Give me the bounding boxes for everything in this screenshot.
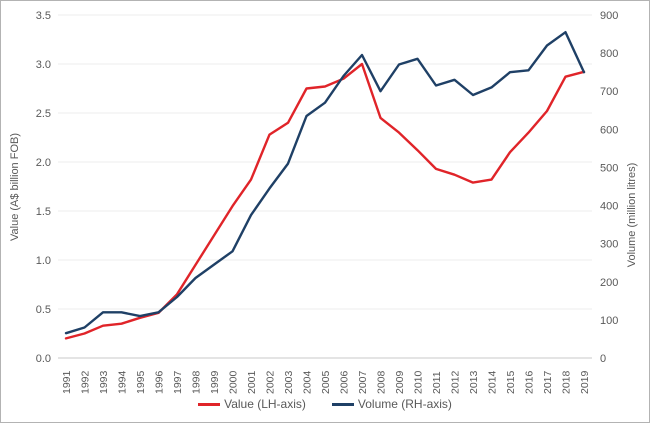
year-label: 2009 [394,370,406,394]
legend-item-value: Value (LH-axis) [198,397,306,411]
legend-label-volume: Volume (RH-axis) [357,397,452,411]
left-tick-label: 3.5 [36,10,51,22]
left-axis-title: Value (A$ billion FOB) [9,133,21,241]
year-label: 1993 [98,370,110,394]
year-label: 1996 [154,370,166,394]
volume-series-swatch [331,402,354,406]
legend-label-value: Value (LH-axis) [224,397,306,411]
year-label: 2006 [339,370,351,394]
chart-legend: Value (LH-axis) Volume (RH-axis) [1,397,649,411]
left-tick-label: 2.0 [36,157,51,169]
right-tick-label: 200 [600,277,618,289]
year-label: 2014 [487,370,499,394]
right-tick-label: 100 [600,315,618,327]
year-label: 1998 [191,370,203,394]
right-axis-tick-labels: 0 100 200 300 400 500 600 700 800 900 [600,10,618,365]
right-tick-label: 900 [600,10,618,22]
right-tick-label: 600 [600,124,618,136]
year-label: 2002 [265,370,277,394]
right-axis-title: Volume (million litres) [626,163,638,268]
left-tick-label: 1.5 [36,206,51,218]
data-series [64,31,586,340]
right-tick-label: 800 [600,48,618,60]
year-label: 2012 [450,370,462,394]
year-label: 2011 [431,371,443,394]
year-label: 2015 [505,370,517,394]
left-tick-label: 2.5 [36,108,51,120]
right-tick-label: 700 [600,86,618,98]
right-tick-label: 0 [600,353,606,365]
year-label: 2007 [357,370,369,394]
left-tick-label: 3.0 [36,59,51,71]
year-label: 2003 [283,370,295,394]
right-tick-label: 300 [600,239,618,251]
year-label: 1994 [117,370,129,394]
gridlines [58,14,592,359]
year-label: 2005 [320,370,332,394]
year-label: 1992 [80,370,92,394]
year-label: 1999 [209,370,221,394]
year-label: 1995 [135,370,147,394]
left-tick-label: 0.0 [36,353,51,365]
right-tick-label: 400 [600,201,618,213]
right-tick-label: 500 [600,162,618,174]
left-tick-label: 0.5 [36,304,51,316]
value-series-swatch [198,402,221,406]
year-label: 2019 [579,370,591,394]
value-line [64,62,586,340]
year-label: 2016 [524,370,536,394]
left-axis-tick-labels: 0.0 0.5 1.0 1.5 2.0 2.5 3.0 3.5 [36,10,51,365]
volume-line [64,31,586,335]
x-axis-tick-labels: 1991 1992 1993 1994 1995 1996 1997 1998 1999 2000… [61,370,591,394]
year-label: 2010 [413,370,425,394]
year-label: 2001 [246,370,258,394]
left-tick-label: 1.0 [36,255,51,267]
year-label: 2008 [376,370,388,394]
year-label: 2000 [228,370,240,394]
year-label: 2013 [468,370,480,394]
year-label: 2017 [542,370,554,394]
legend-item-volume: Volume (RH-axis) [331,397,452,411]
year-label: 1991 [61,370,73,394]
year-label: 2018 [561,370,573,394]
year-label: 2004 [302,370,314,394]
year-label: 1997 [172,370,184,394]
